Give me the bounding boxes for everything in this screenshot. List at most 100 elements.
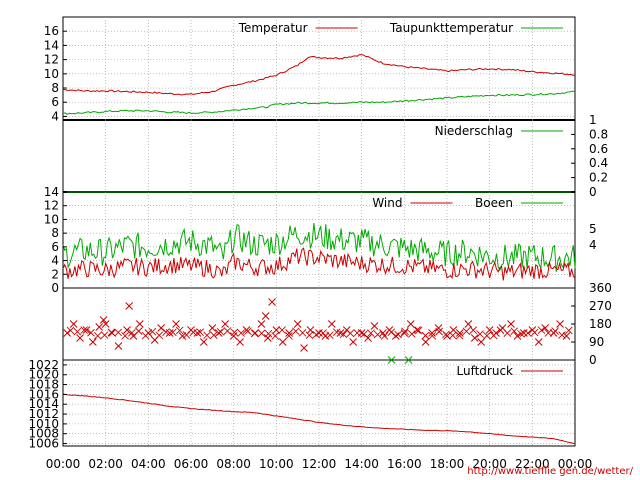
ytick-label-1-4: 0.8 [589,127,608,141]
xtick-label-0: 00:00 [46,457,81,471]
ytick-label-4-1: 1008 [28,427,59,441]
ytick-label-2-4: 8 [51,226,59,240]
wind-direction-fill-mark-b [551,327,559,335]
wind-direction-mark-b-5 [95,323,104,331]
wind-direction-point-22 [214,329,223,337]
wind-direction-point-63 [507,320,515,328]
wind-direction-fill-mark-b [407,330,416,338]
wind-direction-fill-mark-b [428,332,437,340]
wind-direction-point-56 [455,329,464,337]
wind-direction-mark-b-32 [285,329,293,337]
wind-direction-mark-b-71 [562,332,571,340]
wind-direction-point-31 [278,338,287,346]
wind-direction-fill-point [428,332,437,340]
wind-direction-mark-b-22 [214,329,223,337]
ytick-label-3-3: 270 [589,299,612,313]
legends: Taupunkttemperatur Temperatur Niederschlag… [238,21,563,378]
wind-direction-fill-mark-b [291,327,300,335]
wind-direction-fill-point [435,327,443,336]
xtick-label-6: 12:00 [302,457,337,471]
wind-direction-point-23 [221,320,229,328]
wind-direction-mark-b-0 [63,329,72,337]
wind-direction-fill-point [517,330,525,338]
wind-direction-fill-mark-b [203,331,211,340]
ytick-label-4-2: 1010 [28,417,59,431]
wind-direction-fill-mark-b [100,331,109,339]
ytick-label-1-0: 0 [589,185,597,199]
wind-direction-mark-b-60 [485,326,494,334]
legend-label-temperatur: Temperatur [238,21,308,35]
wind-direction-fill-point [496,326,505,335]
wind-direction-fill-point [203,331,211,340]
wind-direction-mark-b-21 [208,324,217,332]
wind-direction-mark-b-63 [507,320,515,328]
credit-url: http://www.tiefflie gen.de/wetter/ [467,466,633,477]
wind-direction-point-73 [268,298,276,306]
ytick-label-0-4: 12 [44,53,59,67]
legend-label-niederschlag: Niederschlag [435,124,513,138]
wind-direction-fill-point [401,327,409,336]
ytick-label-2-6: 12 [44,199,59,213]
wind-direction-fill-point [483,331,491,340]
wind-direction-mark-b-30 [272,326,281,334]
ytick-label-2-5: 10 [44,212,59,226]
wind-direction-fill-mark-b [155,331,164,340]
wind-direction-mark-b-56 [455,329,464,337]
wind-direction-fill-point [407,330,416,338]
wind-direction-fill-mark-b [264,329,273,338]
xtick-label-4: 08:00 [216,457,251,471]
wind-direction-fill-point [148,327,157,336]
wind-direction-fill-point [162,328,170,337]
wind-direction-fill-point [196,328,204,336]
wind-direction-fill-point [278,326,286,334]
wind-direction-fill-mark-b [353,329,362,337]
xtick-label-7: 14:00 [344,457,379,471]
wind-direction-fill-mark-b [216,328,225,336]
wind-direction-fill-point [230,328,239,337]
wind-direction-fill-point [114,328,123,337]
wind-direction-fill-mark-b [257,329,266,338]
wind-direction-fill-point [339,330,348,339]
wind-direction-mark-b-4 [89,338,97,346]
wind-direction-point-16 [172,320,180,328]
wind-direction-mark-b-65 [519,329,528,337]
wind-direction-fill-mark-b [87,328,95,337]
wind-direction-fill-point [250,329,259,338]
wind-direction-fill-point [360,330,368,338]
wind-direction-mark-b-58 [470,334,479,342]
ytick-label-3-4: 360 [589,281,612,295]
wind-direction-mark-b-67 [534,338,543,346]
series-wind [62,247,576,281]
wind-direction-mark-b-23 [221,320,229,328]
wind-direction-fill-mark-b [476,330,484,338]
wind-direction-mark-b-44 [370,322,379,330]
wind-direction-fill-mark-b [442,330,450,339]
y2tick-label-0: 4 [589,238,597,252]
xtick-label-3: 06:00 [174,457,209,471]
wind-direction-fill-mark-b [182,331,191,339]
wind-direction-fill-point [332,328,341,337]
wind-direction-fill-point [455,331,464,340]
wind-direction-point-25 [236,338,244,346]
wind-direction-mark-b-75 [99,316,108,324]
wind-direction-mark-b-1 [69,320,78,328]
wind-direction-fill-point [326,331,334,339]
wind-direction-fill-mark-b [387,328,396,337]
wind-direction-mark-b-20 [199,338,208,346]
ytick-label-0-2: 8 [51,81,59,95]
wind-direction-mark-b-45 [379,329,387,337]
wind-direction-fill-point [87,328,95,337]
wind-direction-fill-mark-b [128,329,136,337]
wind-direction-mark-b-6 [101,320,110,328]
wind-direction-mark-b-25 [236,338,244,346]
wind-direction-fill-mark-b [189,328,198,337]
wind-direction-mark-b-55 [449,326,458,334]
ytick-label-4-4: 1014 [28,397,59,411]
wind-direction-fill-point [128,329,136,337]
wind-direction-point-32 [285,329,293,337]
wind-direction-point-71 [562,332,571,340]
wind-direction-fill-mark-b [210,331,218,340]
wind-direction-fill-mark-b [114,328,123,337]
wind-direction-mark-b-72 [125,302,133,310]
wind-direction-point-47 [391,332,400,340]
